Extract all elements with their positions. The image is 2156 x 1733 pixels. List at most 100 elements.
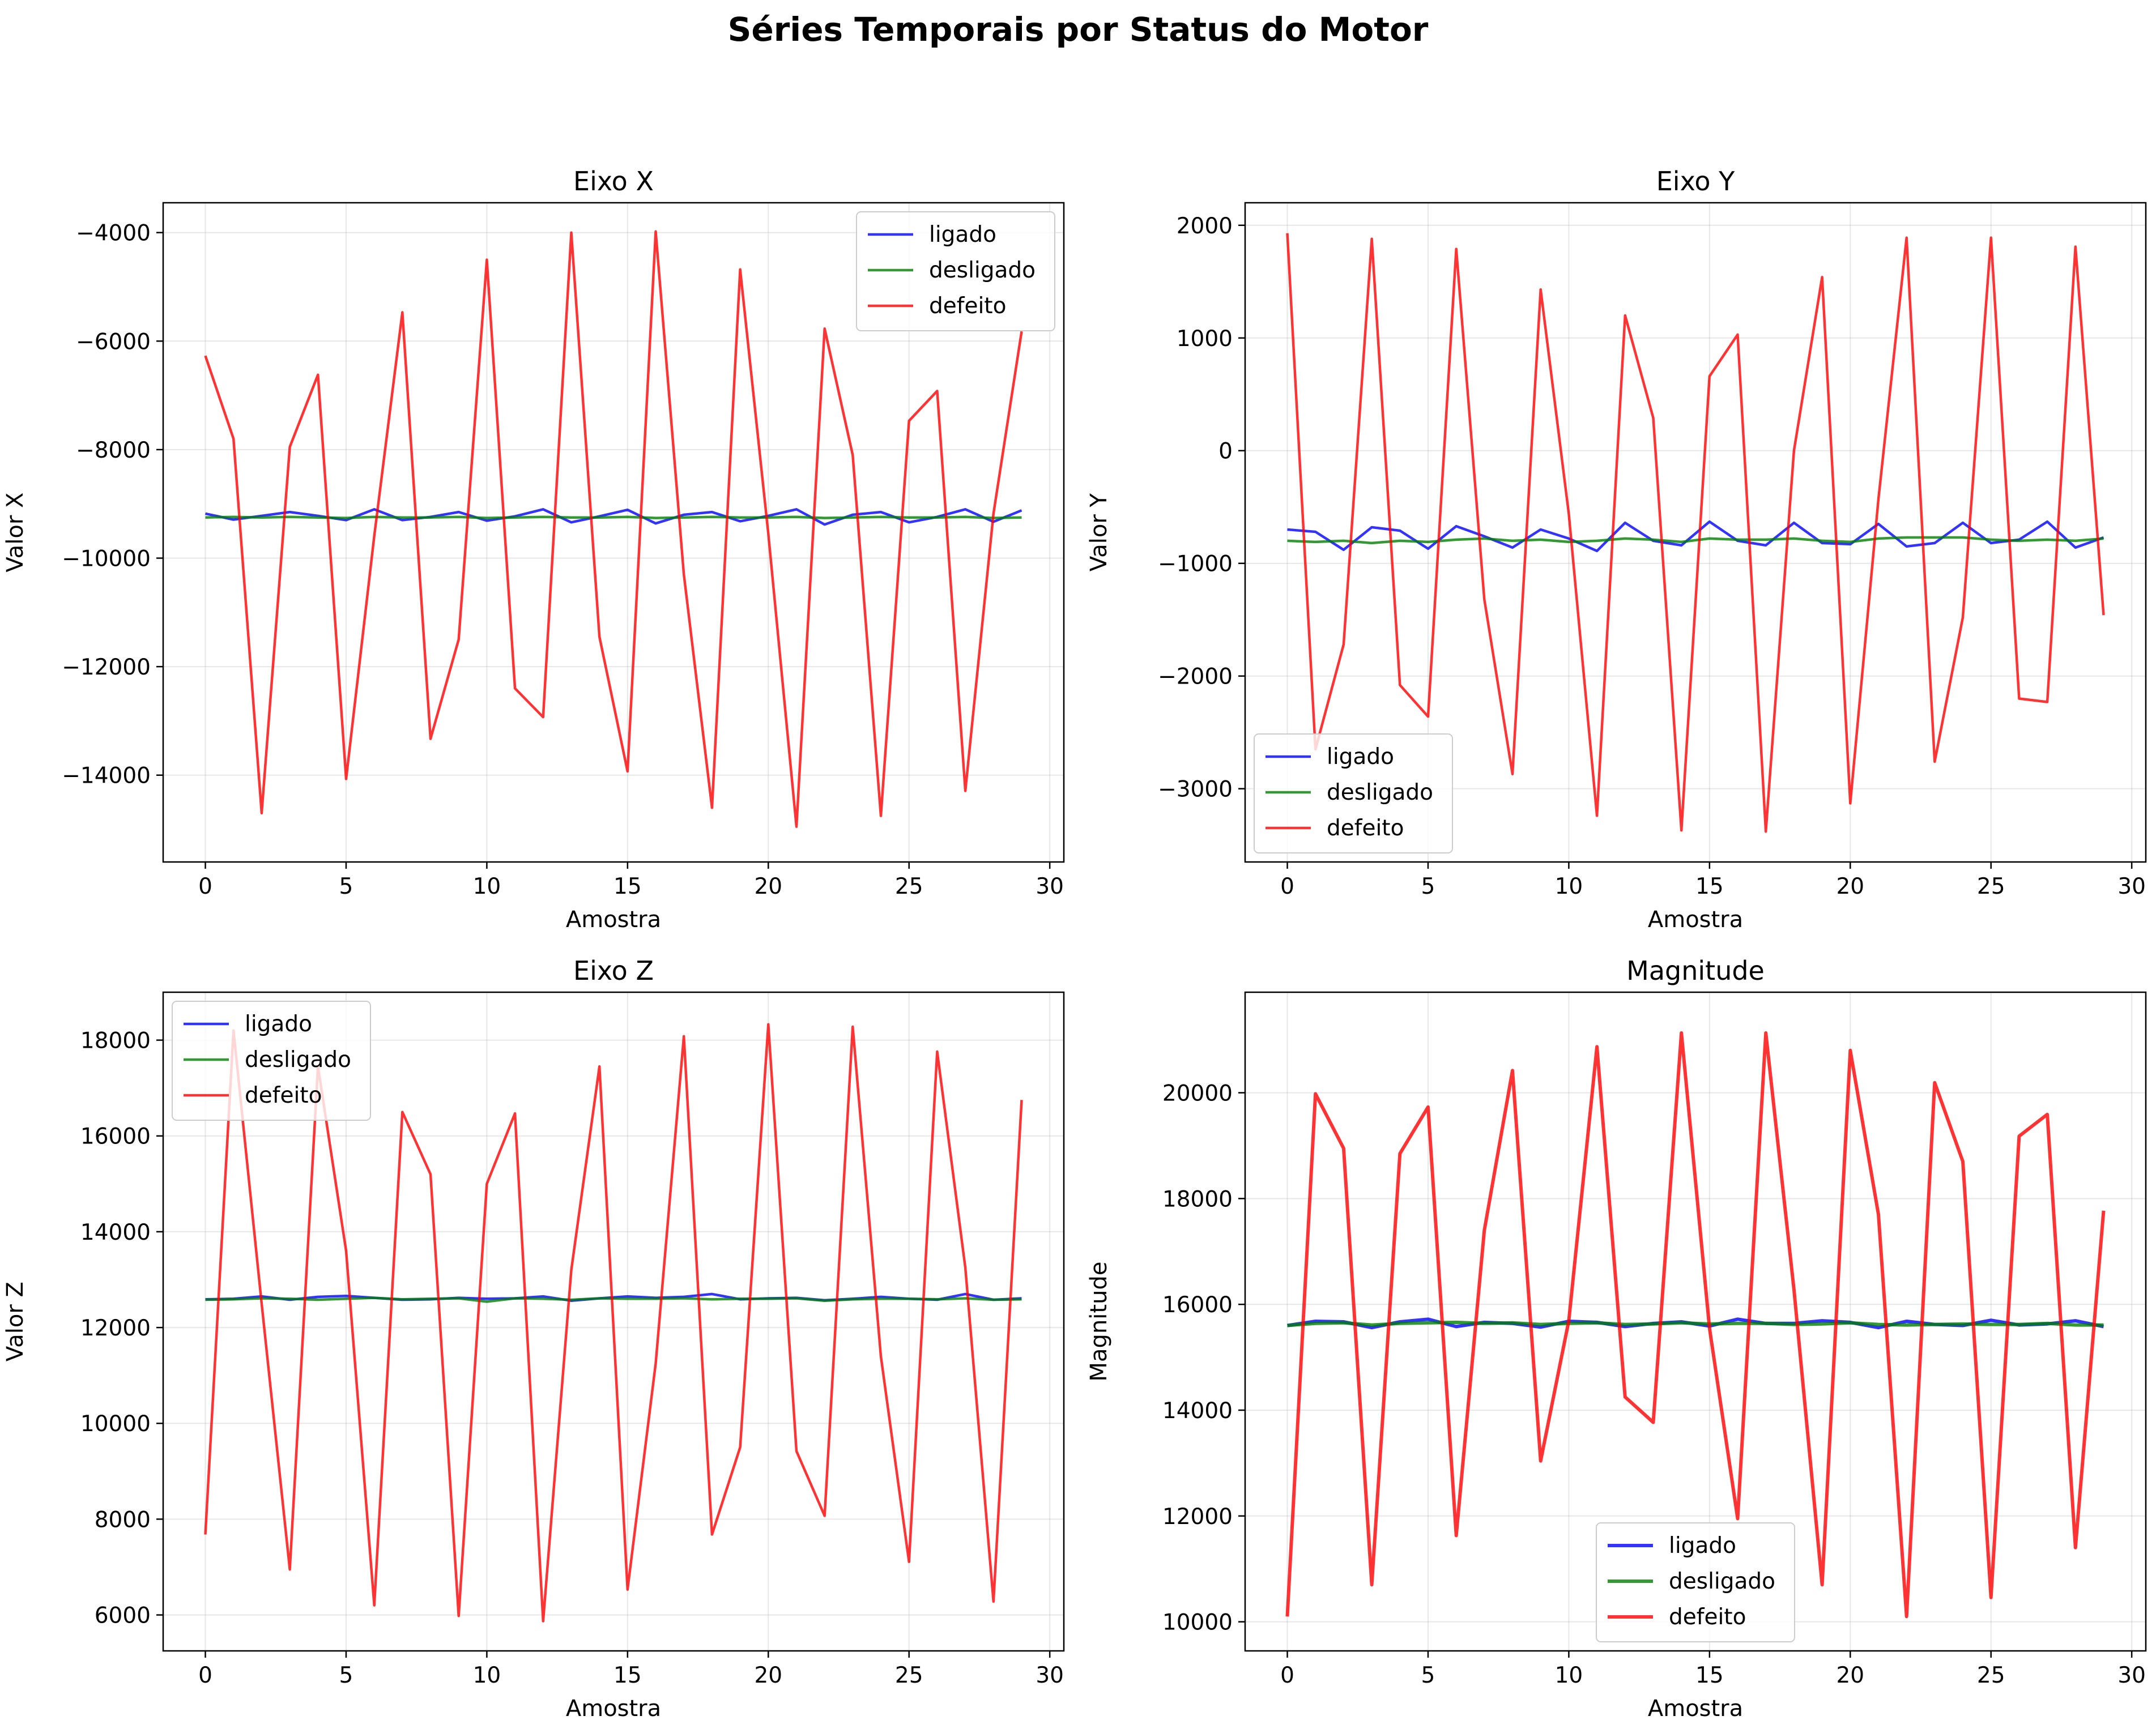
legend-box — [1596, 1522, 1795, 1642]
panel-magnitude: Magnitude 0 5 10 15 20 25 30 10000 12000 14000 1600… — [1086, 955, 2147, 1722]
y-tick-label: 12000 — [1162, 1504, 1233, 1530]
x-tick-label: 30 — [2117, 874, 2146, 899]
y-tick-label: −10000 — [62, 547, 151, 572]
x-tick-label: 0 — [1280, 874, 1294, 899]
series-line-ligado — [205, 508, 1022, 526]
x-tick-label: 20 — [1836, 1663, 1864, 1688]
legend: ligado desligado defeito — [1596, 1522, 1795, 1642]
panel-title: Eixo Y — [1656, 166, 1735, 197]
x-tick-label: 0 — [198, 874, 212, 899]
x-tick-label: 30 — [1036, 1663, 1064, 1688]
y-tick-label: 10000 — [1162, 1610, 1233, 1636]
x-tick-label: 0 — [1280, 1663, 1294, 1688]
x-tick-label: 15 — [613, 1663, 642, 1688]
x-tick-label: 5 — [1421, 1663, 1435, 1688]
x-tick-label: 25 — [1977, 874, 2005, 899]
y-tick-label: 10000 — [80, 1411, 151, 1437]
legend: ligado desligado defeito — [1254, 733, 1453, 853]
legend-box — [172, 1001, 371, 1121]
y-tick-label: 1000 — [1177, 326, 1233, 352]
y-tick-label: 18000 — [80, 1028, 151, 1054]
x-tick-label: 25 — [1977, 1663, 2005, 1688]
legend-label-defeito: defeito — [1327, 816, 1404, 841]
x-tick-label: 10 — [473, 1663, 501, 1688]
figure-title: Séries Temporais por Status do Motor — [728, 10, 1429, 49]
x-tick-label: 15 — [1695, 874, 1724, 899]
x-axis-label: Amostra — [566, 1696, 661, 1722]
y-tick-label: −12000 — [62, 655, 151, 680]
y-tick-label: 14000 — [1162, 1398, 1233, 1424]
y-axis-label: Valor X — [2, 493, 28, 573]
legend-label-desligado: desligado — [1669, 1569, 1775, 1594]
legend-label-ligado: ligado — [245, 1011, 312, 1037]
plot-frame — [1244, 202, 2147, 863]
legend-label-ligado: ligado — [1669, 1533, 1736, 1559]
panel-eixo-z: Eixo Z 0 5 10 15 20 25 30 6000 8000 10000 12000 1400… — [2, 955, 1065, 1722]
legend-box — [856, 211, 1055, 331]
series-line-desligado — [205, 515, 1022, 519]
y-tick-label: −4000 — [76, 221, 151, 246]
x-tick-label: 5 — [339, 874, 353, 899]
y-tick-label: −3000 — [1158, 777, 1233, 803]
plot-frame — [1244, 991, 2147, 1652]
y-tick-label: −8000 — [76, 438, 151, 463]
y-axis-label: Valor Y — [1086, 493, 1112, 571]
panel-eixo-y: Eixo Y 0 5 10 15 20 25 30 −3000 −2000 −1000 0 1000 20… — [1086, 166, 2147, 933]
series-line-ligado — [1287, 520, 2104, 553]
x-tick-label: 20 — [1836, 874, 1864, 899]
legend-box — [1254, 733, 1453, 853]
legend-label-desligado: desligado — [245, 1047, 351, 1073]
series-line-defeito — [204, 1023, 1023, 1623]
y-tick-label: 16000 — [80, 1124, 151, 1150]
legend-label-ligado: ligado — [929, 222, 996, 247]
y-tick-label: 20000 — [1162, 1081, 1233, 1106]
legend-label-desligado: desligado — [929, 258, 1036, 283]
plot-frame — [162, 991, 1065, 1652]
y-axis-label: Magnitude — [1086, 1262, 1112, 1382]
y-tick-label: 6000 — [95, 1603, 151, 1629]
y-tick-label: −14000 — [62, 763, 151, 789]
series-line-defeito — [1286, 233, 2105, 833]
y-tick-label: 16000 — [1162, 1292, 1233, 1318]
x-tick-label: 10 — [1555, 874, 1583, 899]
series-line-desligado — [1287, 1320, 2104, 1328]
x-tick-label: 5 — [339, 1663, 353, 1688]
series-line-defeito — [204, 230, 1023, 828]
series-line-defeito — [1285, 1031, 2106, 1619]
legend-label-defeito: defeito — [1669, 1604, 1746, 1630]
y-tick-label: 18000 — [1162, 1186, 1233, 1212]
y-axis-label: Valor Z — [2, 1282, 28, 1361]
x-tick-label: 25 — [895, 1663, 923, 1688]
x-tick-label: 30 — [1036, 874, 1064, 899]
x-tick-label: 10 — [1555, 1663, 1583, 1688]
x-tick-label: 25 — [895, 874, 923, 899]
y-tick-label: 8000 — [95, 1507, 151, 1533]
legend: ligado desligado defeito — [856, 211, 1055, 331]
series-line-desligado — [205, 1296, 1022, 1303]
panel-title: Eixo X — [573, 166, 654, 197]
y-tick-label: −2000 — [1158, 664, 1233, 690]
x-tick-label: 5 — [1421, 874, 1435, 899]
x-tick-label: 10 — [473, 874, 501, 899]
plot-frame — [162, 202, 1065, 863]
x-tick-label: 30 — [2117, 1663, 2146, 1688]
y-tick-label: 0 — [1218, 439, 1233, 464]
x-axis-label: Amostra — [566, 907, 661, 933]
legend-label-defeito: defeito — [929, 293, 1006, 319]
legend: ligado desligado defeito — [172, 1001, 371, 1121]
x-tick-label: 20 — [754, 1663, 782, 1688]
x-tick-label: 0 — [198, 1663, 212, 1688]
y-tick-label: 12000 — [80, 1316, 151, 1341]
x-tick-label: 15 — [613, 874, 642, 899]
panel-eixo-x: Eixo X 0 5 10 15 20 25 30 −14000 −12000 −10000 −800… — [2, 166, 1065, 933]
x-tick-label: 15 — [1695, 1663, 1724, 1688]
panel-title: Magnitude — [1626, 955, 1765, 986]
y-tick-label: −1000 — [1158, 552, 1233, 577]
legend-label-ligado: ligado — [1327, 744, 1394, 770]
panel-title: Eixo Z — [573, 955, 654, 986]
y-tick-label: −6000 — [76, 329, 151, 355]
x-axis-label: Amostra — [1648, 1696, 1743, 1722]
x-tick-label: 20 — [754, 874, 782, 899]
x-axis-label: Amostra — [1648, 907, 1743, 933]
